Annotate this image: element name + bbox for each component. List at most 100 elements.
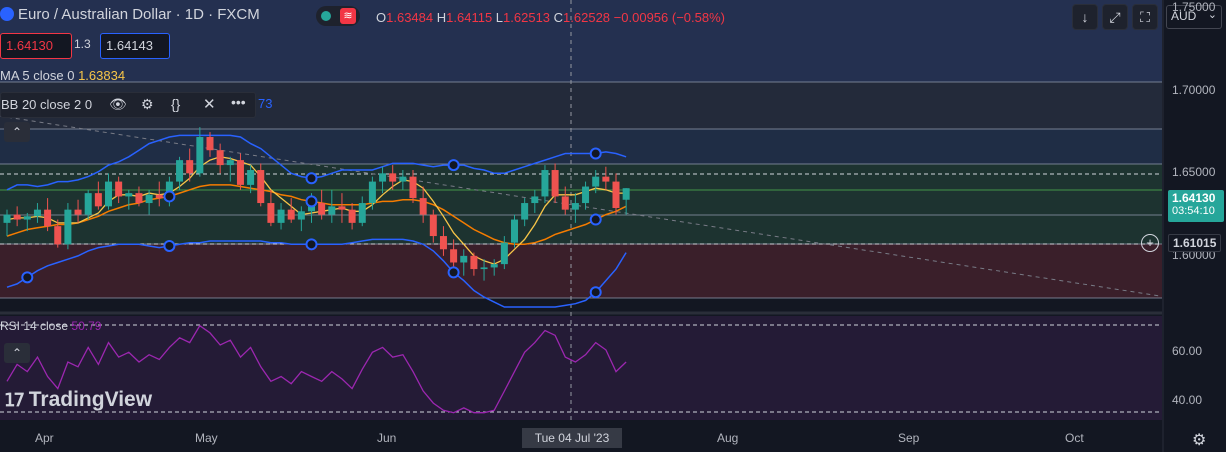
bb-point-marker xyxy=(447,266,460,279)
candle-body xyxy=(226,160,234,166)
source-code-icon[interactable]: {} xyxy=(171,96,181,112)
candle-body xyxy=(13,214,21,220)
tradingview-logo: 𝟣𝟩 TradingView xyxy=(4,388,153,411)
bb-point-marker xyxy=(163,239,176,252)
rsi-legend[interactable]: RSI 14 close 50.79 xyxy=(0,319,102,333)
bb-label: BB 20 close 2 0 xyxy=(1,97,93,112)
time-tick-label: Sep xyxy=(898,431,920,445)
candle-body xyxy=(500,242,508,265)
remove-icon[interactable]: ✕ xyxy=(203,96,216,113)
bb-point-marker xyxy=(589,213,602,226)
candle-body xyxy=(622,188,630,200)
rsi-tick-label: 60.00 xyxy=(1172,344,1203,359)
candle-body xyxy=(389,173,397,182)
candle-body xyxy=(135,193,143,204)
candle-body xyxy=(64,209,72,245)
candle-body xyxy=(571,203,579,210)
candle-body xyxy=(267,203,275,223)
market-open-dot-icon xyxy=(321,11,331,21)
candle-body xyxy=(94,193,102,207)
collapse-rsi-legend-icon[interactable]: ⌃ xyxy=(4,343,30,363)
ma-legend[interactable]: MA 5 close 0 1.63834 xyxy=(0,68,126,83)
zone-top xyxy=(0,0,1162,82)
candle-body xyxy=(338,206,346,210)
candle-body xyxy=(531,196,539,204)
bar-countdown: 03:54:10 xyxy=(1172,205,1215,217)
last-price-tag: 1.64130 03:54:10 xyxy=(1168,190,1224,222)
settings-gear-icon[interactable]: ⚙ xyxy=(141,96,154,112)
candle-body xyxy=(74,209,82,215)
candle-body xyxy=(186,160,194,174)
candle-body xyxy=(460,255,468,263)
candle-body xyxy=(3,214,11,223)
candle-body xyxy=(176,160,184,182)
bb-point-marker xyxy=(163,190,176,203)
zone-green xyxy=(0,164,1162,244)
more-icon[interactable]: ••• xyxy=(231,94,246,110)
candle-body xyxy=(155,194,163,199)
candle-body xyxy=(348,209,356,223)
candle-body xyxy=(247,170,255,185)
buy-button[interactable]: 1.64143 xyxy=(100,33,170,59)
bb-value: 73 xyxy=(258,96,273,111)
bb-legend[interactable]: BB 20 close 2 0 👁 ⚙ {} ✕ ••• xyxy=(0,92,256,118)
candle-body xyxy=(165,181,173,199)
currency-select[interactable]: AUD ⌄ xyxy=(1166,5,1222,29)
candle-body xyxy=(429,214,437,237)
candle-body xyxy=(257,170,265,204)
bb-point-marker xyxy=(305,172,318,185)
symbol-title[interactable]: Euro / Australian Dollar · 1D · FXCM xyxy=(0,6,260,23)
candle-body xyxy=(409,176,417,199)
candle-body xyxy=(541,170,549,197)
candle-body xyxy=(561,196,569,210)
candle-body xyxy=(145,194,153,204)
bb-point-marker xyxy=(21,271,34,284)
sell-button[interactable]: 1.64130 xyxy=(0,33,72,59)
candle-body xyxy=(105,181,112,207)
candle-body xyxy=(470,255,478,270)
time-tick-label: Oct xyxy=(1065,431,1084,445)
spread-value: 1.3 xyxy=(74,37,91,51)
fullscreen-button[interactable]: ⛶ xyxy=(1132,4,1158,30)
price-tick-label: 1.65000 xyxy=(1172,165,1216,180)
candle-body xyxy=(318,203,326,215)
add-alert-icon[interactable]: + xyxy=(1141,234,1159,252)
candle-body xyxy=(44,209,52,227)
candle-body xyxy=(277,209,285,223)
candle-body xyxy=(450,249,458,263)
candle-body xyxy=(439,236,447,250)
crosshair-date-label: Tue 04 Jul '23 xyxy=(522,428,622,448)
eye-icon[interactable]: 👁 xyxy=(109,96,127,112)
candle-body xyxy=(379,173,387,182)
ohlc-readout: O1.63484 H1.64115 L1.62513 C1.62528 −0.0… xyxy=(376,10,725,25)
rsi-line xyxy=(6,324,627,414)
rsi-tick-label: 40.00 xyxy=(1172,392,1203,407)
price-change: −0.00956 (−0.58%) xyxy=(613,10,725,25)
bb-point-marker xyxy=(589,147,602,160)
trend-line xyxy=(0,115,1161,297)
candle-body xyxy=(602,176,610,182)
candle-body xyxy=(297,211,305,220)
zone-red xyxy=(0,244,1162,298)
candle-body xyxy=(368,181,376,204)
candle-body xyxy=(287,209,295,220)
expand-button[interactable]: ⤢ xyxy=(1102,4,1128,30)
candle-body xyxy=(582,186,590,204)
wave-icon: ≋ xyxy=(340,8,356,24)
candle-body xyxy=(54,226,62,245)
candle-body xyxy=(236,160,244,185)
scroll-to-latest-button[interactable]: ↓ xyxy=(1072,4,1098,30)
collapse-legend-icon[interactable]: ⌃ xyxy=(4,122,30,142)
time-tick-label: Aug xyxy=(717,431,739,445)
candle-body xyxy=(23,216,31,220)
currency-label: AUD xyxy=(1171,9,1197,23)
zone-mid xyxy=(0,129,1162,164)
price-tick-label: 1.75000 xyxy=(1172,0,1216,15)
time-tick-label: May xyxy=(195,431,218,445)
chart-settings-gear-icon[interactable]: ⚙ xyxy=(1192,432,1207,449)
time-tick-label: Jun xyxy=(377,431,397,445)
candle-body xyxy=(196,137,204,174)
candle-body xyxy=(592,176,600,187)
market-status-toggle[interactable]: ≋ xyxy=(316,6,360,26)
